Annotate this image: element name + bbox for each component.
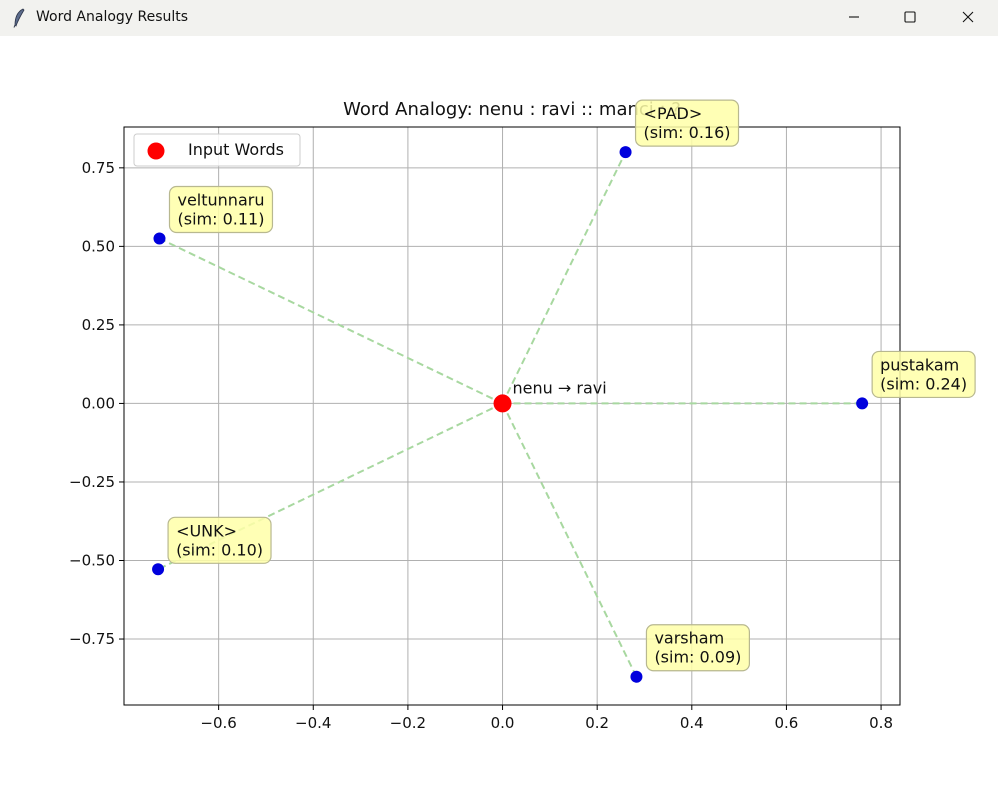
y-tick-label: −0.25 xyxy=(69,473,115,491)
annotation-box xyxy=(871,350,976,399)
x-tick-label: −0.6 xyxy=(200,714,236,732)
annotation-word: veltunnaru xyxy=(177,191,264,210)
annotation-box xyxy=(167,516,272,564)
annotation-box xyxy=(645,624,750,672)
connector-lines xyxy=(157,151,863,678)
center-point xyxy=(493,394,512,413)
y-tick-label: 0.00 xyxy=(82,394,115,412)
y-tick-label: −0.75 xyxy=(69,630,115,648)
chart-title: Word Analogy: nenu : ravi :: manci : ? xyxy=(343,99,681,120)
x-tick-label: 0.8 xyxy=(869,714,893,732)
connector-line xyxy=(501,402,638,678)
word-annotation: <UNK>(sim: 0.10) xyxy=(167,516,272,564)
annotation-box xyxy=(168,185,274,234)
legend-marker xyxy=(147,142,165,160)
y-tick-label: 0.25 xyxy=(82,316,115,334)
minimize-button[interactable] xyxy=(831,0,877,34)
x-tick-label: 0.4 xyxy=(680,714,704,732)
x-tick-label: 0.0 xyxy=(491,714,515,732)
minimize-icon xyxy=(849,16,859,18)
x-tick-label: −0.2 xyxy=(390,714,426,732)
annotation-sim: (sim: 0.16) xyxy=(644,123,731,142)
word-annotation: <PAD>(sim: 0.16) xyxy=(634,99,740,147)
annotation-sim: (sim: 0.10) xyxy=(176,540,263,559)
legend-box xyxy=(133,133,301,167)
window-title: Word Analogy Results xyxy=(36,9,189,25)
annotation-sim: (sim: 0.24) xyxy=(880,374,967,393)
legend-label: Input Words xyxy=(188,140,284,159)
feather-icon xyxy=(13,8,25,28)
word-point xyxy=(152,563,165,576)
annotation-word: <UNK> xyxy=(176,521,237,540)
chart-canvas: Word Analogy: nenu : ravi :: manci : ? −… xyxy=(0,36,998,782)
word-point xyxy=(153,232,166,245)
plot-frame xyxy=(123,126,901,706)
connector-line xyxy=(501,151,627,404)
word-point xyxy=(630,670,643,683)
y-tick-label: −0.50 xyxy=(69,552,115,570)
annotation-sim: (sim: 0.09) xyxy=(654,648,741,667)
word-annotation: veltunnaru(sim: 0.11) xyxy=(168,185,274,234)
annotation-word: pustakam xyxy=(880,355,959,374)
axis-ticks: −0.6 −0.4 −0.2 0.0 0.2 0.4 0.6 0.8 0.75 0.50 0.25 0… xyxy=(69,159,893,732)
data-points: nenu → ravi xyxy=(152,146,869,683)
title-bar[interactable]: Word Analogy Results xyxy=(0,0,998,36)
connector-line xyxy=(159,237,503,405)
connector-line xyxy=(157,402,503,571)
word-annotation: varsham(sim: 0.09) xyxy=(645,624,750,672)
word-annotation: pustakam(sim: 0.24) xyxy=(871,350,976,399)
annotation-box xyxy=(634,99,740,147)
close-icon xyxy=(962,11,974,23)
x-tick-label: 0.6 xyxy=(775,714,799,732)
y-tick-label: 0.50 xyxy=(82,237,115,255)
x-tick-label: 0.2 xyxy=(585,714,609,732)
close-button[interactable] xyxy=(945,0,991,34)
center-label: nenu → ravi xyxy=(513,378,607,397)
x-tick-label: −0.4 xyxy=(295,714,331,732)
maximize-icon xyxy=(904,11,916,23)
legend: Input Words xyxy=(133,133,301,167)
word-point xyxy=(619,146,632,159)
grid-lines xyxy=(124,127,900,705)
word-analogy-chart: Word Analogy: nenu : ravi :: manci : ? −… xyxy=(69,99,976,732)
annotation-word: varsham xyxy=(654,629,724,648)
annotations: <PAD>(sim: 0.16) veltunnaru(sim: 0.11) pus… xyxy=(167,99,976,672)
maximize-button[interactable] xyxy=(887,0,933,34)
y-tick-label: 0.75 xyxy=(82,159,115,177)
annotation-sim: (sim: 0.11) xyxy=(177,210,264,229)
word-point xyxy=(856,397,869,410)
annotation-word: <PAD> xyxy=(644,104,703,123)
